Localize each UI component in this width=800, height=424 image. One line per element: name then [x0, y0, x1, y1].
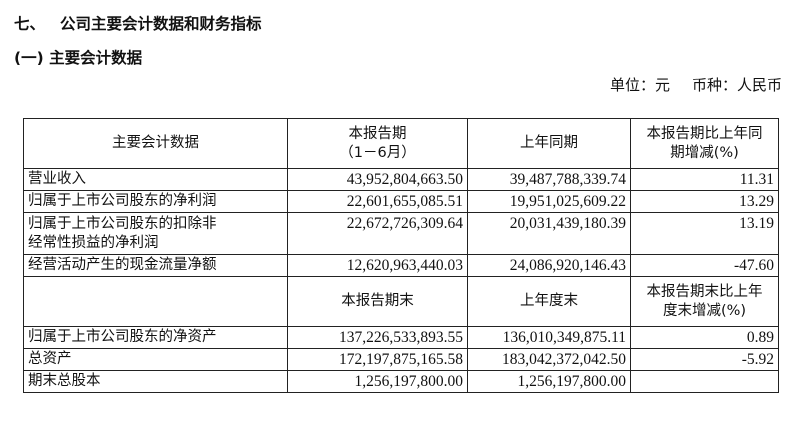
row-label: 归属于上市公司股东的扣除非 经常性损益的净利润 — [23, 212, 288, 255]
row-current: 22,601,655,085.51 — [287, 190, 468, 213]
row-current: 1,256,197,800.00 — [287, 370, 468, 393]
table-row: 归属于上市公司股东的扣除非 经常性损益的净利润 22,672,726,309.6… — [23, 212, 779, 255]
row-label: 总资产 — [23, 348, 288, 371]
row-current: 137,226,533,893.55 — [287, 326, 468, 349]
table-row: 归属于上市公司股东的净资产 137,226,533,893.55 136,010… — [23, 326, 779, 349]
table-row: 总资产 172,197,875,165.58 183,042,372,042.5… — [23, 348, 779, 371]
unit-currency-line: 单位：元 币种：人民币 — [610, 74, 782, 95]
row-prior: 24,086,920,146.43 — [467, 254, 631, 277]
row-label: 经营活动产生的现金流量净额 — [23, 254, 288, 277]
section-number: 七、 — [14, 15, 46, 33]
header-prior-period: 上年同期 — [467, 118, 631, 169]
table-row: 营业收入 43,952,804,663.50 39,487,788,339.74… — [23, 168, 779, 191]
row-prior: 136,010,349,875.11 — [467, 326, 631, 349]
row-label: 期末总股本 — [23, 370, 288, 393]
section-title: 公司主要会计数据和财务指标 — [60, 15, 262, 33]
header-current-period: 本报告期 （1－6月） — [287, 118, 468, 169]
row-change: -47.60 — [630, 254, 779, 277]
row-change: 13.29 — [630, 190, 779, 213]
row-label: 归属于上市公司股东的净资产 — [23, 326, 288, 349]
subheader-change: 本报告期末比上年 度末增减(%) — [630, 276, 779, 327]
row-prior: 20,031,439,180.39 — [467, 212, 631, 255]
row-change: 11.31 — [630, 168, 779, 191]
row-change — [630, 370, 779, 393]
row-prior: 39,487,788,339.74 — [467, 168, 631, 191]
row-current: 43,952,804,663.50 — [287, 168, 468, 191]
header-change: 本报告期比上年同 期增减(%) — [630, 118, 779, 169]
row-change: 0.89 — [630, 326, 779, 349]
subheader-period-end: 本报告期末 — [287, 276, 468, 327]
table-row: 经营活动产生的现金流量净额 12,620,963,440.03 24,086,9… — [23, 254, 779, 277]
row-prior: 183,042,372,042.50 — [467, 348, 631, 371]
row-label: 营业收入 — [23, 168, 288, 191]
subheader-prior-year-end: 上年度末 — [467, 276, 631, 327]
row-change: -5.92 — [630, 348, 779, 371]
accounting-data-table: 主要会计数据 本报告期 （1－6月） 上年同期 本报告期比上年同 期增减(%) … — [23, 118, 779, 393]
row-prior: 19,951,025,609.22 — [467, 190, 631, 213]
subheader-empty — [23, 276, 288, 327]
row-prior: 1,256,197,800.00 — [467, 370, 631, 393]
row-current: 172,197,875,165.58 — [287, 348, 468, 371]
table-row: 归属于上市公司股东的净利润 22,601,655,085.51 19,951,0… — [23, 190, 779, 213]
row-change: 13.19 — [630, 212, 779, 255]
table-row: 期末总股本 1,256,197,800.00 1,256,197,800.00 — [23, 370, 779, 393]
row-current: 22,672,726,309.64 — [287, 212, 468, 255]
table-subheader-row: 本报告期末 上年度末 本报告期末比上年 度末增减(%) — [23, 276, 779, 327]
section-heading: 七、 公司主要会计数据和财务指标 — [14, 12, 262, 34]
row-label: 归属于上市公司股东的净利润 — [23, 190, 288, 213]
currency-label: 币种：人民币 — [691, 76, 782, 94]
table-header-row: 主要会计数据 本报告期 （1－6月） 上年同期 本报告期比上年同 期增减(%) — [23, 118, 779, 169]
subsection-heading: (一) 主要会计数据 — [14, 49, 143, 67]
header-label: 主要会计数据 — [23, 118, 288, 169]
row-current: 12,620,963,440.03 — [287, 254, 468, 277]
unit-label: 单位：元 — [609, 76, 670, 94]
